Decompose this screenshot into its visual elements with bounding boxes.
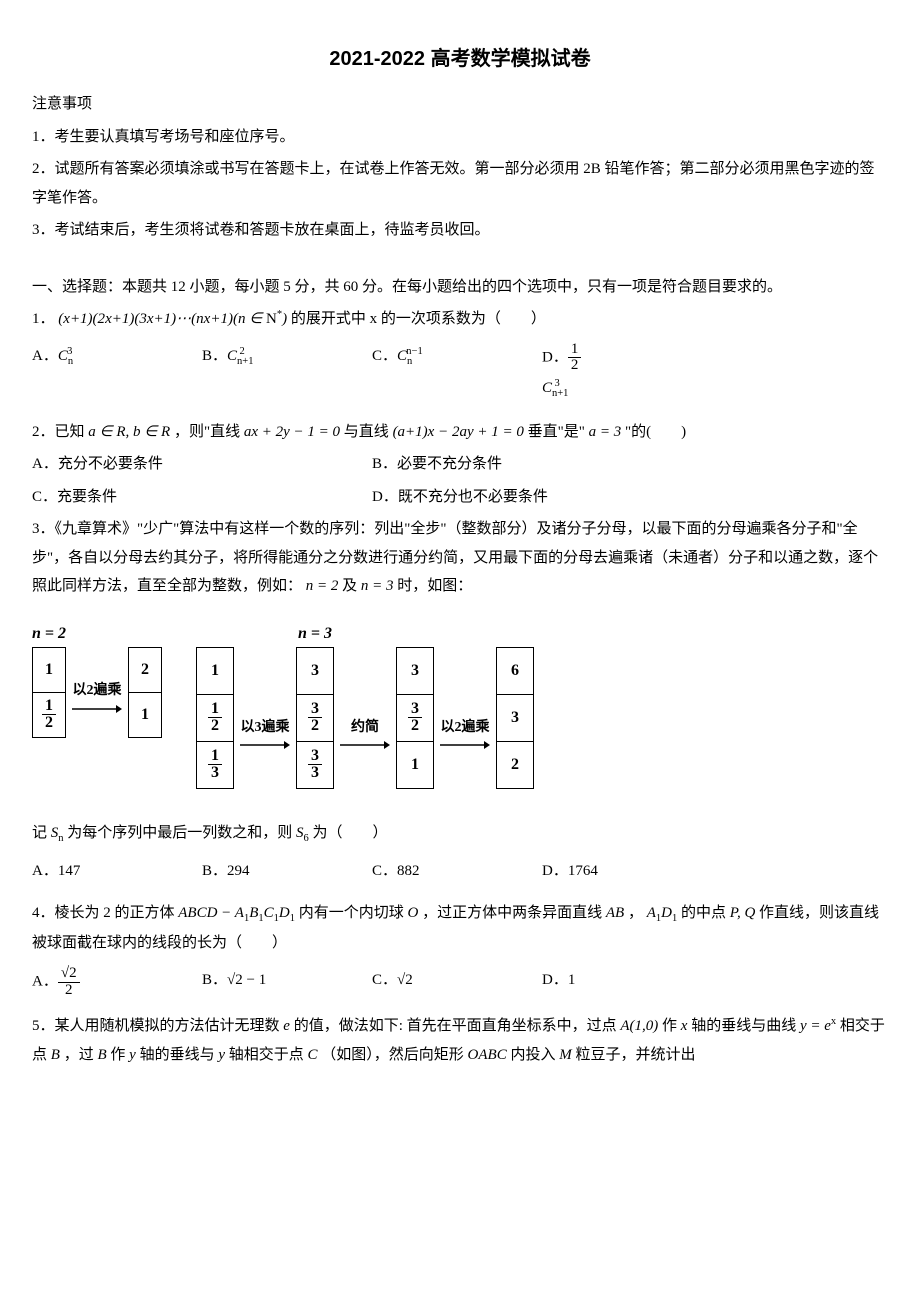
arrow-2: 约简 — [351, 715, 379, 742]
arrow-1: 以3遍乘 — [241, 715, 290, 742]
n3c1-1: 12 — [197, 695, 233, 742]
n2l-1: 12 — [33, 693, 65, 737]
n3c2-1: 32 — [297, 695, 333, 742]
label-n3: n = 3 — [298, 619, 332, 641]
q4-stem: 4．棱长为 2 的正方体 ABCD − A1B1C1D1 内有一个内切球 O ，… — [32, 899, 888, 957]
q1-choice-a: A．Cn3 — [32, 342, 202, 404]
q1-stem: 1． (x+1)(2x+1)(3x+1)⋯(nx+1)(n ∈ N*) 的展开式… — [32, 305, 888, 334]
n3c3-0: 3 — [397, 648, 433, 695]
n3c1-0: 1 — [197, 648, 233, 695]
q4-choice-a: A．√22 — [32, 966, 202, 999]
n2r-0: 2 — [129, 648, 161, 693]
q3-choice-b: B．294 — [202, 857, 372, 886]
arrow-icon — [72, 703, 122, 715]
label-n2: n = 2 — [32, 619, 66, 641]
q5-stem: 5．某人用随机模拟的方法估计无理数 e 的值，做法如下: 首先在平面直角坐标系中… — [32, 1012, 888, 1069]
notice-2: 2．试题所有答案必须填涂或书写在答题卡上，在试卷上作答无效。第一部分必须用 2B… — [32, 155, 888, 212]
arrow-0: 以2遍乘 — [73, 678, 122, 705]
q3-tail: 记 Sn 为每个序列中最后一列数之和，则 S6 为（ ） — [32, 819, 888, 849]
arrow-icon — [340, 739, 390, 751]
n3c4-2: 2 — [497, 742, 533, 788]
n2l-0: 1 — [33, 648, 65, 693]
arrow-icon — [440, 739, 490, 751]
n3c2-0: 3 — [297, 648, 333, 695]
q3-choice-a: A．147 — [32, 857, 202, 886]
n3c3-1: 32 — [397, 695, 433, 742]
q2-choice-a: A．充分不必要条件 — [32, 450, 372, 479]
q4-choice-d: D．1 — [542, 966, 575, 999]
q4-choices: A．√22 B．√2 − 1 C．√2 D．1 — [32, 966, 888, 999]
q1-math: (x+1)(2x+1)(3x+1)⋯(nx+1)(n ∈ N*) — [58, 311, 287, 327]
diagram-n3: . 1 12 13 以3遍乘 n = 3 3 32 33 约简 — [196, 619, 534, 789]
q2-row1: A．充分不必要条件 B．必要不充分条件 — [32, 450, 888, 479]
notice-3: 3．考试结束后，考生须将试卷和答题卡放在桌面上，待监考员收回。 — [32, 216, 888, 245]
n3c1-2: 13 — [197, 742, 233, 788]
q1-choice-b: B．Cn+12 — [202, 342, 372, 404]
arrow-icon — [240, 739, 290, 751]
q2-stem: 2．已知 a ∈ R, b ∈ R ，则"直线 ax + 2y − 1 = 0 … — [32, 418, 888, 447]
section1-heading: 一、选择题：本题共 12 小题，每小题 5 分，共 60 分。在每小题给出的四个… — [32, 273, 888, 302]
q1-stem-pre: 1． — [32, 311, 55, 327]
q3-choice-d: D．1764 — [542, 857, 598, 886]
q2-choice-b: B．必要不充分条件 — [372, 450, 888, 479]
q1-choices: A．Cn3 B．Cn+12 C．Cnn−1 D．12 Cn+13 — [32, 342, 888, 404]
n3c4-0: 6 — [497, 648, 533, 695]
arrow-3: 以2遍乘 — [441, 715, 490, 742]
q3-stem: 3．《九章算术》"少广"算法中有这样一个数的序列：列出"全步"（整数部分）及诸分… — [32, 515, 888, 601]
q3-diagram: n = 2 1 12 以2遍乘 . 2 1 . 1 12 — [32, 619, 888, 789]
q1-stem-post: 的展开式中 x 的一次项系数为（ ） — [291, 311, 546, 327]
q4-choice-b: B．√2 − 1 — [202, 966, 372, 999]
diagram-n2: n = 2 1 12 以2遍乘 . 2 1 — [32, 619, 162, 738]
notice-1: 1．考生要认真填写考场号和座位序号。 — [32, 123, 888, 152]
q1-choice-c: C．Cnn−1 — [372, 342, 542, 404]
page-title: 2021-2022 高考数学模拟试卷 — [32, 40, 888, 78]
n3c4-1: 3 — [497, 695, 533, 742]
q4-choice-c: C．√2 — [372, 966, 542, 999]
n3c3-2: 1 — [397, 742, 433, 788]
q3-choices: A．147 B．294 C．882 D．1764 — [32, 857, 888, 886]
q2-row2: C．充要条件 D．既不充分也不必要条件 — [32, 483, 888, 512]
n2r-1: 1 — [129, 693, 161, 737]
n3c2-2: 33 — [297, 742, 333, 788]
q3-choice-c: C．882 — [372, 857, 542, 886]
q2-choice-d: D．既不充分也不必要条件 — [372, 483, 888, 512]
q2-choice-c: C．充要条件 — [32, 483, 372, 512]
q1-choice-d: D．12 Cn+13 — [542, 342, 603, 404]
notice-heading: 注意事项 — [32, 90, 888, 119]
